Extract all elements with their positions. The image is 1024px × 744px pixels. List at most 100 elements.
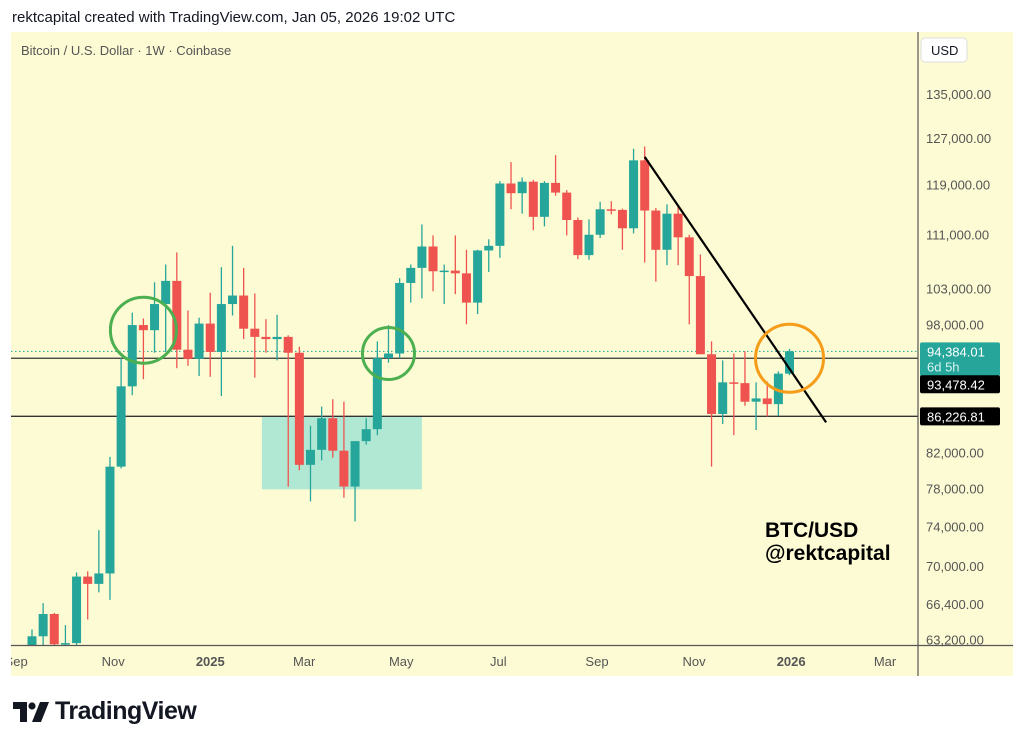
candle[interactable] xyxy=(484,239,494,272)
candle[interactable] xyxy=(150,282,160,353)
candle[interactable] xyxy=(450,235,460,295)
candle[interactable] xyxy=(595,201,605,238)
candle-body xyxy=(662,213,672,250)
candle[interactable] xyxy=(350,441,360,522)
candle[interactable] xyxy=(328,399,338,458)
candle[interactable] xyxy=(261,319,271,353)
symbol-legend[interactable]: Bitcoin / U.S. Dollar · 1W · Coinbase xyxy=(21,43,232,58)
time-tick-label: Nov xyxy=(102,654,126,669)
candle[interactable] xyxy=(306,425,315,502)
candle[interactable] xyxy=(629,148,639,234)
candle-body xyxy=(762,398,772,405)
candle[interactable] xyxy=(673,206,683,266)
candle[interactable] xyxy=(528,179,538,231)
candle[interactable] xyxy=(317,406,327,461)
last-price-value: 94,384.01 xyxy=(927,344,985,359)
price-axis[interactable]: 135,000.00 127,000.00 119,000.00 111,000.00… xyxy=(920,87,1000,648)
candle[interactable] xyxy=(83,571,93,620)
candle[interactable] xyxy=(60,625,70,690)
candle[interactable] xyxy=(183,310,193,366)
candle[interactable] xyxy=(406,264,416,303)
candle[interactable] xyxy=(339,401,349,498)
candle-body xyxy=(417,246,427,268)
time-axis[interactable]: Sep Nov 2025 Mar May Jul Sep Nov 2026 Mar xyxy=(5,654,897,669)
green-circle-annotation[interactable] xyxy=(108,295,178,365)
candle[interactable] xyxy=(94,530,104,593)
candle[interactable] xyxy=(651,208,661,282)
time-tick-label: Mar xyxy=(293,654,316,669)
candle-body xyxy=(261,336,271,340)
candle[interactable] xyxy=(740,351,750,406)
candle[interactable] xyxy=(473,249,483,315)
candle[interactable] xyxy=(205,292,215,377)
trendline[interactable] xyxy=(643,156,828,424)
candle[interactable] xyxy=(762,381,772,417)
candle[interactable] xyxy=(461,249,471,325)
candle[interactable] xyxy=(283,335,293,487)
candle-body xyxy=(617,209,627,229)
candle-body xyxy=(729,382,739,384)
candle[interactable] xyxy=(294,346,304,471)
candle[interactable] xyxy=(239,267,249,340)
currency-button[interactable]: USD xyxy=(920,37,968,63)
candle[interactable] xyxy=(172,252,182,369)
candle[interactable] xyxy=(428,235,438,292)
candle[interactable] xyxy=(417,224,427,299)
candle[interactable] xyxy=(695,254,705,355)
candle[interactable] xyxy=(551,155,561,196)
level-price-value: 93,478.42 xyxy=(927,377,985,392)
candle[interactable] xyxy=(506,162,516,210)
candle[interactable] xyxy=(116,358,126,469)
green-circle-annotation[interactable] xyxy=(360,325,416,381)
candle-body xyxy=(72,576,82,644)
candle[interactable] xyxy=(250,293,260,378)
candle[interactable] xyxy=(216,267,226,396)
candle-body xyxy=(707,354,717,415)
price-tick-label: 127,000.00 xyxy=(926,131,991,146)
candle[interactable] xyxy=(517,177,527,214)
candle[interactable] xyxy=(684,234,694,325)
orange-circle-annotation[interactable] xyxy=(754,322,826,394)
candle[interactable] xyxy=(584,219,594,260)
candle[interactable] xyxy=(361,418,371,445)
candle[interactable] xyxy=(773,371,783,416)
candle-body xyxy=(473,250,483,303)
candle[interactable] xyxy=(707,341,717,467)
candle[interactable] xyxy=(617,208,627,250)
price-tick-label: 119,000.00 xyxy=(926,178,990,193)
candle[interactable] xyxy=(38,603,48,645)
candle[interactable] xyxy=(662,204,672,266)
price-tick-label: 103,000.00 xyxy=(926,282,991,297)
candle[interactable] xyxy=(161,264,171,352)
candle[interactable] xyxy=(228,245,238,316)
candle[interactable] xyxy=(751,382,761,431)
candle[interactable] xyxy=(372,341,382,436)
candle[interactable] xyxy=(718,360,728,425)
candle[interactable] xyxy=(640,146,650,263)
candle[interactable] xyxy=(573,217,583,260)
candle[interactable] xyxy=(138,318,148,380)
candle[interactable] xyxy=(562,190,572,236)
candle[interactable] xyxy=(49,612,59,680)
candle[interactable] xyxy=(27,629,37,708)
candle-body xyxy=(684,237,694,277)
candle[interactable] xyxy=(785,348,795,376)
candle-body xyxy=(584,234,594,256)
price-tick-label: 70,000.00 xyxy=(926,559,984,574)
candle[interactable] xyxy=(439,264,449,305)
candle[interactable] xyxy=(729,353,739,436)
candle[interactable] xyxy=(72,572,82,648)
candle[interactable] xyxy=(395,278,405,359)
candle[interactable] xyxy=(127,312,137,396)
candle-body xyxy=(172,280,182,350)
candle[interactable] xyxy=(272,314,282,361)
price-tick-label: 111,000.00 xyxy=(926,228,989,243)
candle[interactable] xyxy=(606,201,616,215)
candle[interactable] xyxy=(194,317,204,377)
candle[interactable] xyxy=(105,456,115,600)
candle[interactable] xyxy=(539,181,549,227)
candle[interactable] xyxy=(383,325,393,363)
candle[interactable] xyxy=(495,181,505,258)
tradingview-logo[interactable]: TradingView xyxy=(13,697,197,726)
